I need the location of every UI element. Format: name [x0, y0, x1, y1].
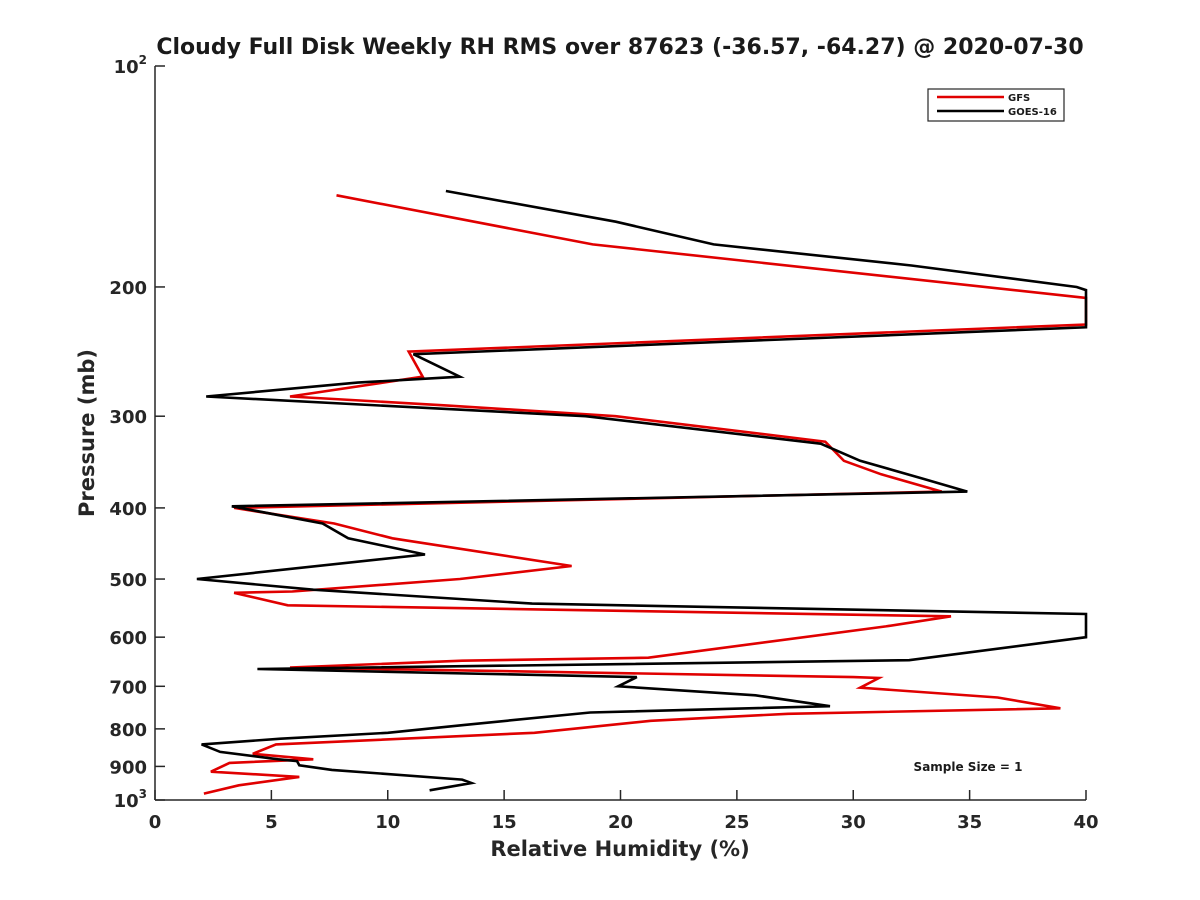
series-line-gfs	[203, 194, 1088, 795]
y-tick-label: 102	[114, 53, 147, 78]
y-tick-label: 200	[109, 278, 147, 299]
y-tick-exponent: 2	[139, 53, 147, 67]
y-tick-base: 10	[114, 791, 139, 812]
legend: GFS GOES-16	[927, 88, 1065, 122]
y-tick-label: 400	[109, 499, 147, 520]
x-axis-ticks: 0 5 10 15 20 25 30 35 40	[149, 790, 1099, 833]
x-tick-label: 35	[957, 812, 982, 833]
y-tick-label: 700	[109, 677, 147, 698]
x-axis-label: Relative Humidity (%)	[490, 837, 749, 861]
legend-box	[927, 88, 1065, 122]
x-tick-label: 5	[265, 812, 278, 833]
x-tick-label: 10	[375, 812, 400, 833]
legend-label-goes16: GOES-16	[1008, 107, 1057, 118]
sample-size-annotation: Sample Size = 1	[914, 760, 1023, 774]
y-tick-label: 600	[109, 628, 147, 649]
x-tick-label: 30	[841, 812, 866, 833]
y-axis-label: Pressure (mb)	[75, 349, 99, 517]
series-lines	[196, 189, 1088, 795]
x-tick-label: 20	[608, 812, 633, 833]
y-tick-label: 900	[109, 757, 147, 778]
y-tick-exponent: 3	[139, 787, 147, 801]
chart-title: Cloudy Full Disk Weekly RH RMS over 8762…	[156, 35, 1083, 60]
x-tick-label: 40	[1073, 812, 1098, 833]
legend-label-gfs: GFS	[1008, 93, 1030, 104]
y-tick-base: 10	[114, 57, 139, 78]
x-tick-label: 0	[149, 812, 162, 833]
y-tick-label: 103	[114, 787, 147, 812]
y-tick-label: 300	[109, 407, 147, 428]
y-tick-label: 500	[109, 570, 147, 591]
series-line-goes16	[196, 189, 1088, 792]
y-tick-label: 800	[109, 720, 147, 741]
x-tick-label: 15	[492, 812, 517, 833]
x-tick-label: 25	[724, 812, 749, 833]
